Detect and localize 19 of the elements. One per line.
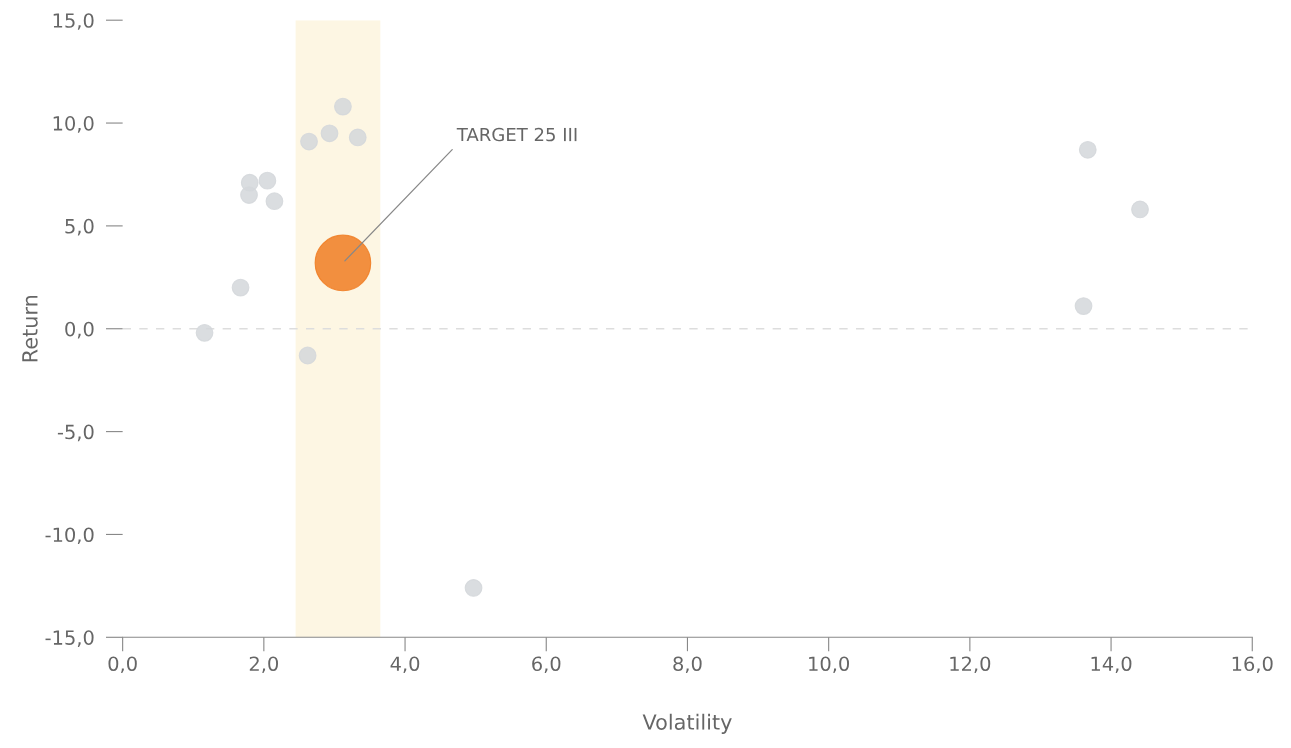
y-tick-label: 0,0 [65,321,94,339]
x-axis-title: Volatility [642,713,732,734]
y-tick-label: -10,0 [45,527,94,545]
y-tick-label: -5,0 [57,424,94,442]
x-tick-label: 10,0 [809,656,850,674]
x-tick-label: 4,0 [390,656,420,674]
annotation: TARGET 25 III [456,127,577,142]
x-tick-label: 6,0 [532,656,561,674]
y-tick-label: -15,0 [45,630,94,647]
y-tick-label: 10,0 [53,116,94,133]
x-tick-label: 14,0 [1091,656,1132,674]
y-axis-title: Return [22,295,38,362]
x-tick-label: 16,0 [1232,656,1273,674]
x-tick-label: 2,0 [249,656,279,674]
x-tick-label: 12,0 [950,656,991,674]
y-tick-label: 5,0 [65,218,94,236]
x-tick-label: 0,0 [108,656,137,674]
y-tick-label: 15,0 [53,13,94,30]
x-tick-label: 8,0 [673,656,702,674]
